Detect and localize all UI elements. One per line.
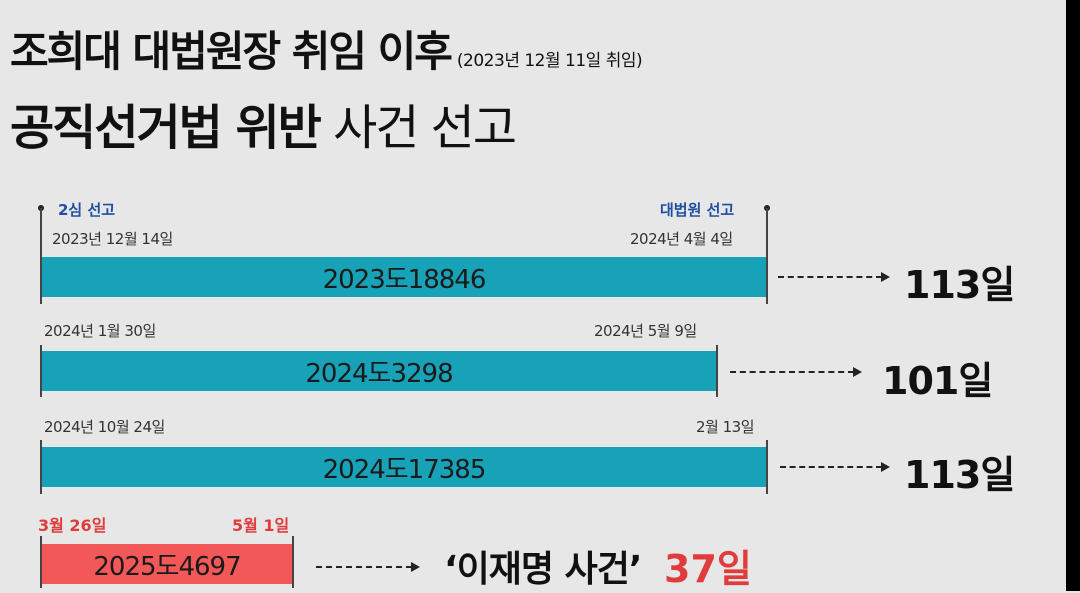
- start-tick: [40, 440, 42, 494]
- end-date: 2024년 5월 9일: [594, 322, 697, 340]
- duration-days: 113일: [904, 263, 1015, 307]
- start-tick: [40, 208, 42, 304]
- case-bar: 2024도3298: [42, 351, 716, 391]
- arrow-icon: [730, 367, 862, 377]
- headline-normal: 사건 선고: [333, 100, 517, 156]
- end-date: 5월 1일: [232, 516, 290, 535]
- case-number: 2024도17385: [322, 454, 487, 485]
- end-date: 2024년 4월 4일: [630, 230, 733, 248]
- end-tick: [716, 345, 718, 397]
- duration-days: 113일: [904, 453, 1015, 497]
- end-date: 2월 13일: [696, 418, 755, 436]
- duration-days: 37일: [664, 547, 752, 591]
- end-label: 대법원 선고: [660, 201, 735, 219]
- end-tick: [292, 536, 294, 588]
- headline-text: 조희대 대법원장 취임 이후: [10, 27, 453, 76]
- end-tick: [766, 208, 768, 304]
- arrow-icon: [316, 562, 420, 572]
- start-date: 2023년 12월 14일: [52, 230, 173, 248]
- start-tick: [40, 536, 42, 588]
- headline-line1: 조희대 대법원장 취임 이후 (2023년 12월 11일 취임): [10, 18, 643, 79]
- case-bar: 2025도4697: [42, 544, 292, 584]
- duration-days: 101일: [882, 359, 993, 403]
- start-tick: [40, 345, 42, 397]
- arrow-icon: [780, 462, 890, 472]
- case-number: 2023도18846: [322, 264, 487, 295]
- case-name: ‘이재명 사건’: [444, 549, 642, 590]
- case-bar: 2024도17385: [42, 447, 766, 487]
- start-date: 3월 26일: [38, 516, 107, 535]
- case-number: 2024도3298: [305, 358, 453, 389]
- start-date: 2024년 10월 24일: [44, 418, 165, 436]
- case-number: 2025도4697: [93, 551, 241, 582]
- start-date: 2024년 1월 30일: [44, 322, 156, 340]
- end-tick: [766, 440, 768, 494]
- headline-line2: 공직선거법 위반 사건 선고: [10, 88, 517, 158]
- arrow-icon: [778, 272, 890, 282]
- inauguration-note: (2023년 12월 11일 취임): [456, 51, 643, 71]
- case-bar: 2023도18846: [42, 257, 766, 297]
- headline-bold: 공직선거법 위반: [10, 100, 322, 156]
- start-label: 2심 선고: [58, 201, 116, 219]
- right-edge-strip: [1066, 0, 1080, 591]
